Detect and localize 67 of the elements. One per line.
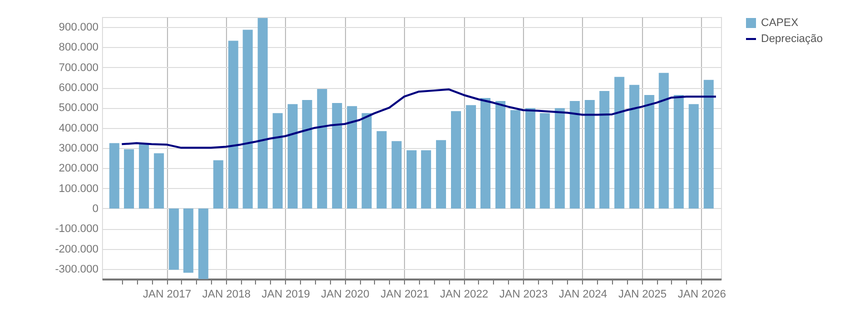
bar xyxy=(392,141,402,208)
bar xyxy=(599,90,610,208)
x-tick-label: JAN 2023 xyxy=(499,288,548,300)
x-tick-label: JAN 2025 xyxy=(618,288,667,300)
y-tick-label: 700.000 xyxy=(58,62,98,74)
bar xyxy=(213,160,224,208)
y-tick-label: -300.000 xyxy=(55,263,98,276)
bar xyxy=(436,140,446,208)
bar xyxy=(554,108,565,208)
bar xyxy=(242,30,253,208)
bar xyxy=(288,104,298,208)
bar xyxy=(362,113,372,208)
y-tick-label: 600.000 xyxy=(58,82,98,94)
bar xyxy=(466,105,476,208)
line-series xyxy=(120,88,717,149)
bar xyxy=(332,103,342,208)
bar xyxy=(347,106,358,208)
bar xyxy=(480,98,490,208)
bar xyxy=(704,80,714,208)
y-tick-label: -100.000 xyxy=(55,223,98,236)
bar xyxy=(421,150,432,208)
bar xyxy=(406,150,417,208)
bar xyxy=(525,108,536,208)
bar xyxy=(109,143,120,208)
y-tick-label: -200.000 xyxy=(55,243,98,256)
y-tick-label: 400.000 xyxy=(58,122,98,134)
legend-label: CAPEX xyxy=(761,17,799,29)
bar xyxy=(495,101,506,208)
bar xyxy=(168,208,179,270)
bar xyxy=(570,101,580,208)
y-tick-label: 100.000 xyxy=(58,182,98,195)
bar xyxy=(258,18,268,208)
bar xyxy=(614,76,624,208)
x-tick-label: JAN 2017 xyxy=(142,288,192,300)
x-tick-label: JAN 2021 xyxy=(380,288,429,300)
bar xyxy=(644,94,654,208)
bar xyxy=(302,100,312,208)
x-tick-label: JAN 2020 xyxy=(321,288,370,300)
bar xyxy=(451,111,461,208)
bar xyxy=(584,100,595,208)
x-tick-label: JAN 2018 xyxy=(202,288,251,300)
bar xyxy=(540,113,550,208)
bar xyxy=(138,142,149,208)
bar xyxy=(629,84,640,208)
bar xyxy=(510,110,520,208)
y-tick-label: 900.000 xyxy=(58,22,98,34)
bar xyxy=(124,149,134,208)
bar xyxy=(317,88,328,208)
legend-label: Depreciação xyxy=(761,33,823,45)
y-tick-label: 0 xyxy=(92,202,98,215)
y-tick-label: 200.000 xyxy=(58,162,98,175)
y-tick-label: 500.000 xyxy=(58,102,98,114)
x-tick-label: JAN 2024 xyxy=(558,288,608,300)
x-tick-label: JAN 2026 xyxy=(678,288,726,300)
x-tick-label: JAN 2022 xyxy=(440,288,488,300)
bar xyxy=(198,208,208,279)
bar xyxy=(658,72,669,208)
y-tick-label: 300.000 xyxy=(58,142,98,154)
x-tick-label: JAN 2019 xyxy=(262,288,310,300)
y-tick-label: 800.000 xyxy=(58,42,98,54)
bar xyxy=(183,208,194,273)
bar xyxy=(674,94,684,208)
bar xyxy=(228,40,238,208)
bar xyxy=(272,113,283,208)
bar xyxy=(376,131,387,208)
bar xyxy=(688,104,699,208)
bar xyxy=(154,153,164,208)
